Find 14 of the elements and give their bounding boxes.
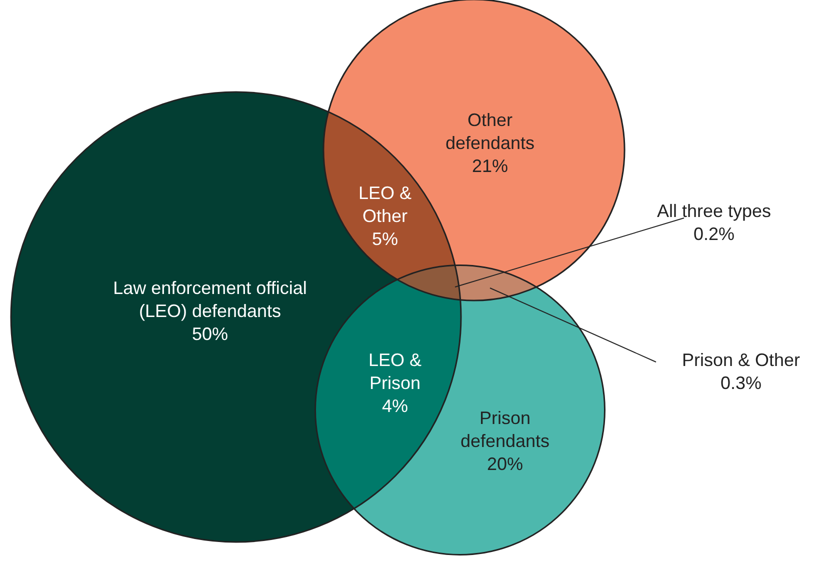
category-label: Prison defendants xyxy=(460,408,550,451)
category-label: Other defendants xyxy=(445,110,535,153)
data-label: 4% xyxy=(382,396,408,416)
category-label: Prison & Other xyxy=(682,350,800,370)
category-label: LEO & Other xyxy=(358,183,412,226)
data-label: 20% xyxy=(486,454,524,474)
category-label: All three types xyxy=(656,201,772,221)
data-label: 50% xyxy=(192,324,228,344)
category-label: Law enforcement official (LEO) defendants xyxy=(113,278,307,321)
category-label: LEO & Prison xyxy=(368,350,422,393)
data-label: 5% xyxy=(372,229,398,249)
data-label: 21% xyxy=(472,156,508,176)
data-label: 0.3% xyxy=(720,373,762,393)
data-label: 0.2% xyxy=(693,224,735,244)
